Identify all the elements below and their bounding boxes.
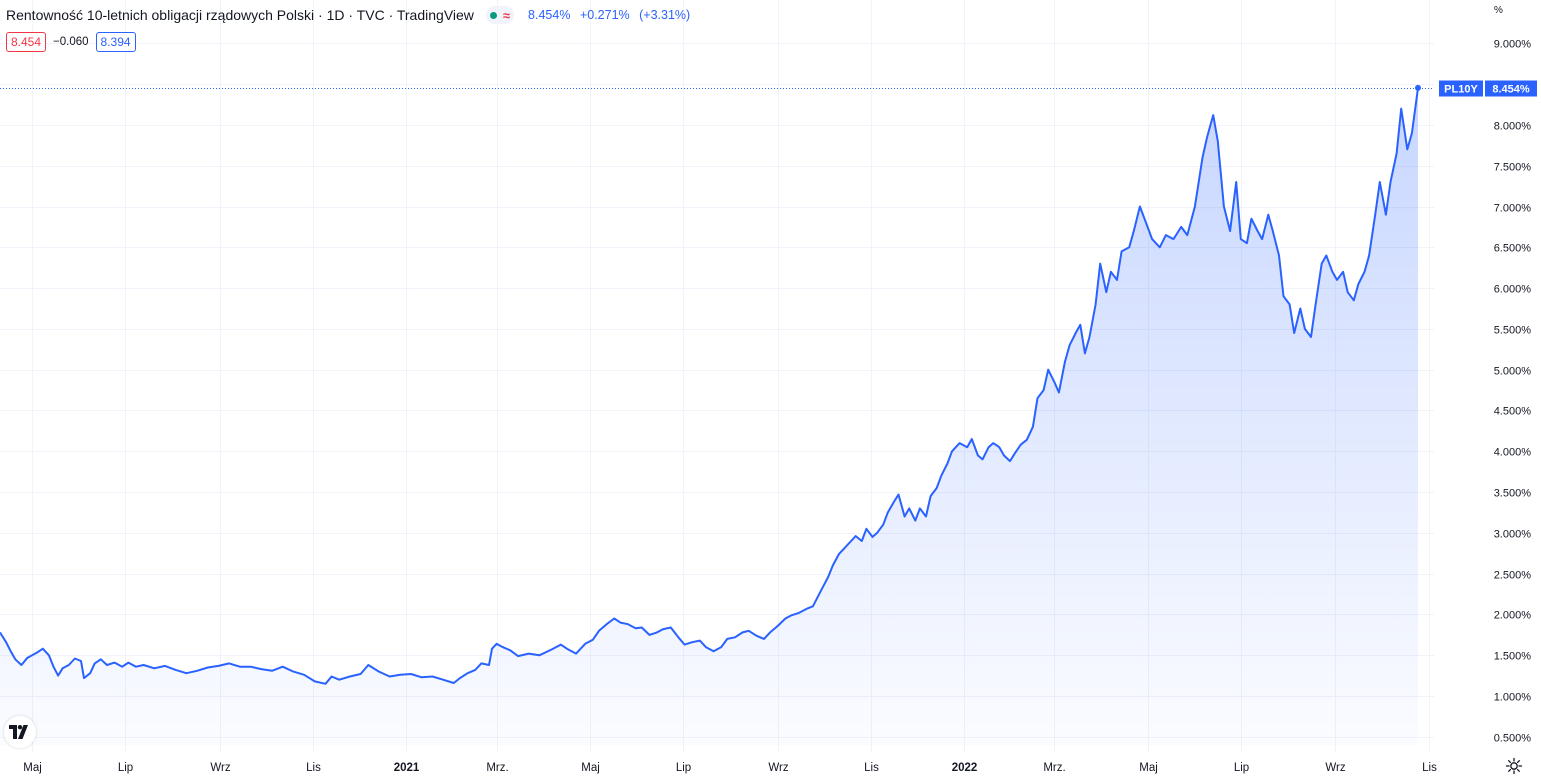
buy-price-box[interactable]: 8.394 [95,32,136,52]
y-tick-label: 6.000% [1494,284,1532,296]
tradingview-logo-icon[interactable] [4,716,36,748]
last-price-overlay: PL10Y 8.454% [0,80,1537,97]
x-tick-label: Mrz. [486,762,508,774]
y-tick-label: 3.500% [1494,488,1532,500]
x-tick-label: 2021 [394,762,420,774]
spread-value: −0.060 [53,36,89,48]
x-tick-label: Maj [23,762,42,774]
tv-logo-glyph-icon [9,725,28,739]
x-tick-label: 2022 [952,762,978,774]
last-price: 8.454% [528,8,571,22]
y-axis[interactable]: 0.500% 1.000% 1.500% 2.000% 2.500% 3.000% 3.50… [1494,5,1532,745]
series-area-fill [0,87,1418,745]
x-tick-label: Wrz [768,762,788,774]
x-tick-label: Mrz. [1043,762,1065,774]
x-tick-label: Lis [1422,762,1437,774]
delayed-data-icon: ≈ [502,7,511,23]
settings-gear-icon[interactable] [1505,757,1523,775]
x-tick-label: Maj [1139,762,1158,774]
y-tick-label: 5.000% [1494,366,1532,378]
x-tick-label: Wrz [210,762,230,774]
x-tick-label: Wrz [1325,762,1345,774]
quote-summary: 8.454% +0.271% (+3.31%) [528,8,696,22]
legend-row: 8.454 −0.060 8.394 [6,32,136,52]
x-tick-label: Maj [581,762,600,774]
x-tick-label: Lip [1234,762,1249,774]
y-tick-label: 8.000% [1494,121,1532,133]
symbol-label-box [1439,80,1483,97]
y-tick-label: 3.000% [1494,529,1532,541]
y-tick-label: 7.500% [1494,162,1532,174]
symbol-label: PL10Y [1444,84,1478,96]
y-tick-label: 6.500% [1494,243,1532,255]
market-open-dot-icon [489,11,497,19]
y-tick-label: 4.500% [1494,406,1532,418]
x-tick-label: Lis [306,762,321,774]
price-change: +0.271% [579,8,630,22]
chart-header: Rentowność 10-letnich obligacji rządowyc… [6,6,696,24]
y-tick-label: 2.500% [1494,570,1532,582]
y-tick-label: 9.000% [1494,39,1532,51]
y-tick-label: 4.000% [1494,447,1532,459]
market-status-pill[interactable]: ≈ [485,6,515,24]
price-label-box [1485,80,1537,97]
x-axis[interactable]: Maj Lip Wrz Lis 2021 Mrz. Maj Lip Wrz Lis 2022 Mrz.… [23,762,1437,774]
y-tick-label: 0.500% [1494,733,1532,745]
y-tick-label: 1.500% [1494,651,1532,663]
y-tick-label: 1.000% [1494,692,1532,704]
series-line[interactable] [0,87,1419,685]
price-change-pct: (+3.31%) [639,8,691,22]
y-tick-label: 5.500% [1494,325,1532,337]
area-layer [0,87,1419,745]
chart-title: Rentowność 10-letnich obligacji rządowyc… [6,7,474,23]
y-tick-label: 2.000% [1494,610,1532,622]
y-tick-label: 7.000% [1494,203,1532,215]
sell-price-box[interactable]: 8.454 [6,32,47,52]
y-unit-label: % [1494,5,1503,16]
x-tick-label: Lip [676,762,691,774]
x-tick-label: Lis [864,762,879,774]
x-tick-label: Lip [118,762,133,774]
last-price-point [1415,84,1421,91]
price-label: 8.454% [1492,84,1530,96]
